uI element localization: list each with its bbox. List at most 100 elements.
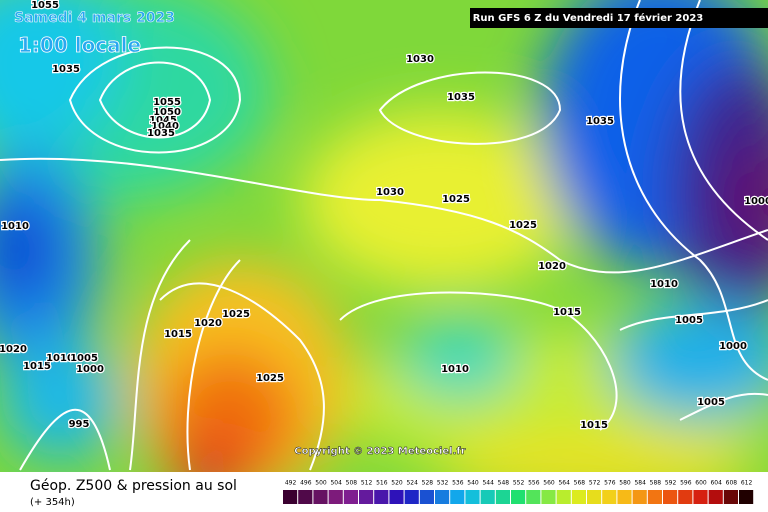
isobar-label: 1005 bbox=[675, 315, 703, 326]
scale-label: 564 bbox=[558, 480, 570, 487]
isobar-label: 1050 bbox=[153, 107, 181, 118]
scale-swatch bbox=[663, 490, 678, 504]
field bbox=[0, 0, 768, 500]
scale-label: 544 bbox=[482, 480, 494, 487]
isobar-label: 1035 bbox=[586, 116, 614, 127]
local-time: 1:00 locale bbox=[18, 33, 141, 57]
isobar-label: 1010 bbox=[650, 279, 678, 290]
scale-label: 568 bbox=[574, 480, 586, 487]
isobar-label: 1010 bbox=[46, 353, 74, 364]
isobar-label: 1015 bbox=[580, 420, 608, 431]
scale-swatch bbox=[647, 490, 662, 504]
scale-label: 596 bbox=[680, 480, 692, 487]
scale-swatch bbox=[571, 490, 586, 504]
scale-swatch bbox=[298, 490, 313, 504]
isobar-label: 1005 bbox=[70, 353, 98, 364]
footer-title: Géop. Z500 & pression au sol bbox=[30, 478, 237, 494]
scale-swatch bbox=[389, 490, 404, 504]
scale-label: 556 bbox=[528, 480, 540, 487]
isobar-label: 1035 bbox=[447, 92, 475, 103]
scale-label: 612 bbox=[741, 480, 753, 487]
date: Samedi 4 mars 2023 bbox=[14, 10, 175, 26]
isobar-label: 1040 bbox=[151, 121, 179, 132]
scale-swatch bbox=[693, 490, 708, 504]
run-banner bbox=[470, 8, 768, 28]
scale-swatch bbox=[587, 490, 602, 504]
scale-swatch bbox=[313, 490, 328, 504]
run-info: Run GFS 6 Z du Vendredi 17 février 2023 bbox=[473, 12, 704, 24]
scale-swatch bbox=[359, 490, 374, 504]
scale-label: 560 bbox=[543, 480, 555, 487]
scale-label: 524 bbox=[406, 480, 418, 487]
isobar-label: 1010 bbox=[1, 221, 29, 232]
isobar-label: 1025 bbox=[256, 373, 284, 384]
scale-label: 512 bbox=[361, 480, 373, 487]
isobar-label: 1015 bbox=[23, 361, 51, 372]
scale-label: 508 bbox=[346, 480, 358, 487]
isobar-label: 1000 bbox=[719, 341, 747, 352]
scale-label: 500 bbox=[315, 480, 327, 487]
scale-label: 552 bbox=[513, 480, 525, 487]
copyright: Copyright © 2023 Meteociel.fr bbox=[294, 446, 465, 457]
scale-swatch bbox=[328, 490, 343, 504]
scale-label: 536 bbox=[452, 480, 464, 487]
scale-label: 592 bbox=[665, 480, 677, 487]
scale-label: 520 bbox=[391, 480, 403, 487]
scale-swatch bbox=[723, 490, 738, 504]
scale-label: 496 bbox=[300, 480, 312, 487]
isobar-label: 1025 bbox=[509, 220, 537, 231]
scale-swatch bbox=[343, 490, 358, 504]
isobar-label: 1055 bbox=[31, 0, 59, 11]
isobar-label: 1015 bbox=[553, 307, 581, 318]
isobar-label: 1020 bbox=[194, 318, 222, 329]
scale-swatch bbox=[541, 490, 556, 504]
scale-swatch bbox=[404, 490, 419, 504]
scale-label: 600 bbox=[695, 480, 707, 487]
scale-swatch bbox=[556, 490, 571, 504]
scale-swatch bbox=[435, 490, 450, 504]
scale-swatch bbox=[526, 490, 541, 504]
scale-label: 492 bbox=[285, 480, 297, 487]
isobar-label: 1035 bbox=[52, 64, 80, 75]
scale-label: 548 bbox=[498, 480, 510, 487]
scale-swatch bbox=[465, 490, 480, 504]
scale-swatch bbox=[450, 490, 465, 504]
scale-label: 532 bbox=[437, 480, 449, 487]
scale-label: 572 bbox=[589, 480, 601, 487]
scale-label: 588 bbox=[650, 480, 662, 487]
lead-time: (+ 354h) bbox=[30, 497, 75, 508]
isobar-label: 1015 bbox=[164, 329, 192, 340]
scale-swatch bbox=[374, 490, 389, 504]
isobar-label: 1025 bbox=[442, 194, 470, 205]
scale-swatch bbox=[283, 490, 298, 504]
scale-label: 504 bbox=[330, 480, 342, 487]
scale-swatch bbox=[708, 490, 723, 504]
isobar-label: 1035 bbox=[147, 128, 175, 139]
isobar-label: 1055 bbox=[153, 97, 181, 108]
scale-swatch bbox=[511, 490, 526, 504]
isobar-label: 1025 bbox=[222, 309, 250, 320]
scale-swatch bbox=[617, 490, 632, 504]
scale-label: 584 bbox=[634, 480, 646, 487]
isobar-label: 995 bbox=[69, 419, 90, 430]
scale-swatch bbox=[632, 490, 647, 504]
isobar-label: 1030 bbox=[376, 187, 404, 198]
isobars bbox=[0, 0, 768, 471]
isobar-label: 1010 bbox=[441, 364, 469, 375]
scale-swatch bbox=[480, 490, 495, 504]
scale-swatch bbox=[602, 490, 617, 504]
scale-label: 516 bbox=[376, 480, 388, 487]
scale-label: 528 bbox=[422, 480, 434, 487]
isobar-label: 1020 bbox=[0, 344, 27, 355]
isobar-label: 1000 bbox=[76, 364, 104, 375]
isobar-label: 1005 bbox=[697, 397, 725, 408]
isobar-label: 1045 bbox=[149, 115, 177, 126]
isobar-label: 1030 bbox=[406, 54, 434, 65]
isobar-label: 1020 bbox=[538, 261, 566, 272]
scale-swatch bbox=[678, 490, 693, 504]
scale-label: 540 bbox=[467, 480, 479, 487]
isobar-label: 1000 bbox=[744, 196, 768, 207]
scale-label: 580 bbox=[619, 480, 631, 487]
